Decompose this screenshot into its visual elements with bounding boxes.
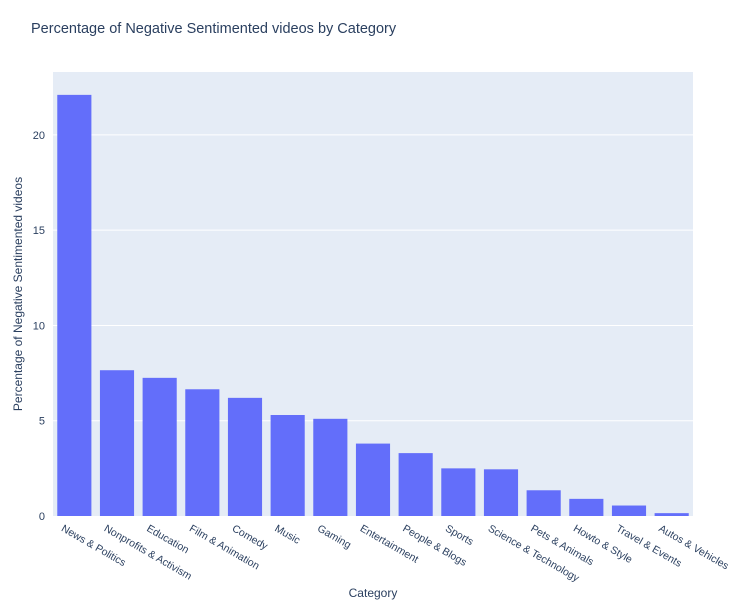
y-tick-label: 15 — [33, 225, 45, 237]
bar — [313, 418, 348, 516]
bar — [569, 498, 604, 516]
x-tick-label: Gaming — [315, 523, 353, 552]
chart-title: Percentage of Negative Sentimented video… — [31, 21, 397, 37]
x-tick-label: Autos & Vehicles — [656, 523, 730, 573]
y-tick-label: 5 — [39, 416, 45, 428]
bar — [270, 415, 305, 516]
bar — [185, 389, 220, 516]
bar — [355, 443, 391, 516]
y-tick-label: 0 — [39, 511, 45, 523]
bar — [526, 490, 561, 516]
bar — [398, 453, 433, 516]
bar — [654, 513, 689, 516]
bar — [57, 94, 92, 517]
bar — [611, 505, 647, 516]
x-axis-label: Category — [349, 586, 398, 600]
y-axis-label: Percentage of Negative Sentimented video… — [11, 177, 25, 411]
bar — [99, 370, 135, 516]
bar — [227, 397, 263, 516]
x-tick-label: Music — [272, 523, 302, 547]
bar — [441, 468, 476, 516]
y-tick-label: 10 — [33, 320, 45, 332]
x-tick-label: Sports — [443, 523, 475, 549]
bar — [142, 377, 177, 516]
y-tick-label: 20 — [33, 130, 45, 142]
bar — [483, 469, 519, 516]
